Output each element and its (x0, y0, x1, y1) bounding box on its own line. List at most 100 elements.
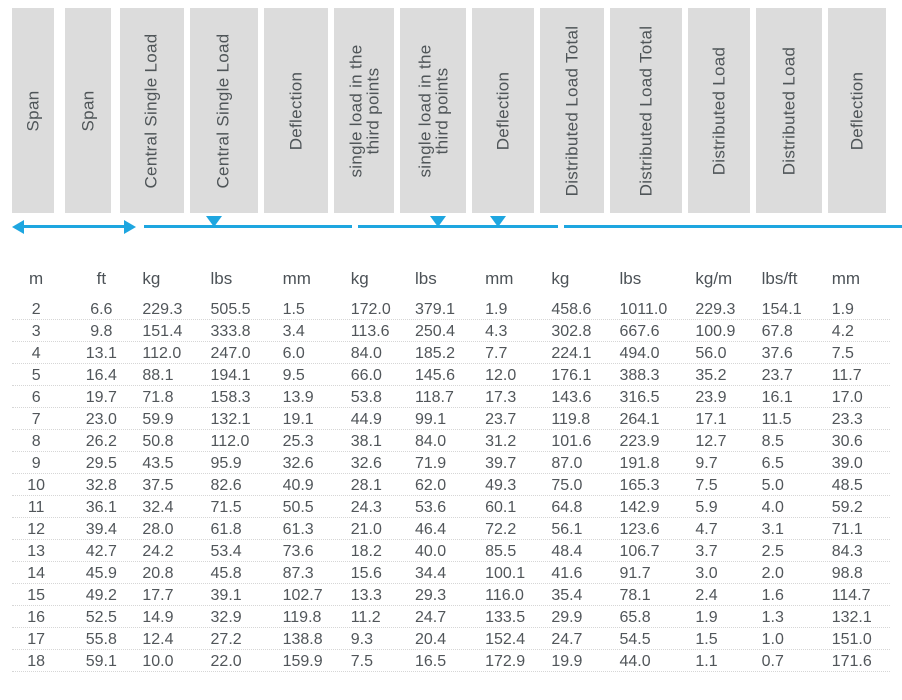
cell-span_m: 18 (10, 654, 66, 670)
cell-csl_lbs: 158.3 (209, 390, 275, 406)
column-header-label: single load in thethird points (347, 44, 381, 177)
cell-defl1_mm: 32.6 (281, 456, 343, 472)
cell-dlt_lbs: 142.9 (617, 500, 687, 516)
cell-dl_lbsft: 67.8 (760, 324, 824, 340)
cell-dlt_lbs: 54.5 (617, 632, 687, 648)
cell-csl_kg: 32.4 (140, 500, 202, 516)
cell-defl2_mm: 172.9 (483, 654, 543, 670)
cell-span_m: 17 (10, 632, 66, 648)
cell-dlt_kg: 29.9 (549, 610, 611, 626)
column-header-span_m: Span (10, 8, 57, 213)
unit-label-tpl_lbs: lbs (413, 269, 477, 289)
table-row: 26.6229.3505.51.5172.0379.11.9458.61011.… (10, 299, 892, 321)
cell-dl_lbsft: 1.3 (760, 610, 824, 626)
cell-defl3_mm: 132.1 (830, 610, 886, 626)
cell-dl_kgm: 7.5 (693, 478, 753, 494)
cell-tpl_kg: 24.3 (349, 500, 407, 516)
cell-dl_kgm: 12.7 (693, 434, 753, 450)
column-header-box: single load in thethird points (334, 8, 394, 213)
table-row: 1859.110.022.0159.97.516.5172.919.944.01… (10, 651, 892, 673)
cell-dlt_kg: 458.6 (549, 302, 611, 318)
cell-dl_kgm: 5.9 (693, 500, 753, 516)
table-row: 1652.514.932.9119.811.224.7133.529.965.8… (10, 607, 892, 629)
cell-csl_lbs: 71.5 (209, 500, 275, 516)
group-underline-icon (144, 225, 352, 228)
cell-csl_lbs: 32.9 (209, 610, 275, 626)
cell-defl3_mm: 7.5 (830, 346, 886, 362)
cell-defl2_mm: 12.0 (483, 368, 543, 384)
cell-dl_lbsft: 37.6 (760, 346, 824, 362)
cell-csl_lbs: 333.8 (209, 324, 275, 340)
column-header-box: Span (12, 8, 54, 213)
cell-csl_lbs: 61.8 (209, 522, 275, 538)
cell-span_ft: 32.8 (72, 478, 134, 494)
cell-dlt_lbs: 223.9 (617, 434, 687, 450)
cell-dl_kgm: 17.1 (693, 412, 753, 428)
column-header-box: Distributed Load Total (540, 8, 604, 213)
cell-tpl_lbs: 46.4 (413, 522, 477, 538)
cell-tpl_lbs: 71.9 (413, 456, 477, 472)
cell-defl3_mm: 84.3 (830, 544, 886, 560)
cell-tpl_kg: 13.3 (349, 588, 407, 604)
cell-tpl_kg: 7.5 (349, 654, 407, 670)
cell-dl_lbsft: 11.5 (760, 412, 824, 428)
column-header-label: Distributed Load (709, 46, 729, 175)
cell-dlt_lbs: 44.0 (617, 654, 687, 670)
cell-defl1_mm: 19.1 (281, 412, 343, 428)
cell-dlt_kg: 302.8 (549, 324, 611, 340)
table-row: 929.543.595.932.632.671.939.787.0191.89.… (10, 453, 892, 475)
cell-defl2_mm: 17.3 (483, 390, 543, 406)
cell-defl3_mm: 23.3 (830, 412, 886, 428)
column-header-csl_kg: Central Single Load (120, 8, 184, 213)
table-row: 723.059.9132.119.144.999.123.7119.8264.1… (10, 409, 892, 431)
cell-tpl_kg: 44.9 (349, 412, 407, 428)
table-row: 516.488.1194.19.566.0145.612.0176.1388.3… (10, 365, 892, 387)
column-header-span_ft: Span (63, 8, 114, 213)
unit-label-defl3_mm: mm (830, 269, 886, 289)
column-header-label: Span (78, 90, 98, 131)
cell-defl3_mm: 30.6 (830, 434, 886, 450)
cell-dlt_lbs: 106.7 (617, 544, 687, 560)
table-row: 1755.812.427.2138.89.320.4152.424.754.51… (10, 629, 892, 651)
cell-csl_kg: 24.2 (140, 544, 202, 560)
column-header-box: Distributed Load Total (610, 8, 682, 213)
cell-span_ft: 55.8 (72, 632, 134, 648)
cell-defl3_mm: 71.1 (830, 522, 886, 538)
cell-tpl_lbs: 34.4 (413, 566, 477, 582)
cell-dl_kgm: 23.9 (693, 390, 753, 406)
cell-span_ft: 13.1 (72, 346, 134, 362)
cell-defl3_mm: 39.0 (830, 456, 886, 472)
cell-dl_lbsft: 0.7 (760, 654, 824, 670)
cell-span_ft: 59.1 (72, 654, 134, 670)
cell-defl2_mm: 85.5 (483, 544, 543, 560)
cell-dl_lbsft: 2.0 (760, 566, 824, 582)
cell-defl1_mm: 1.5 (281, 302, 343, 318)
cell-span_ft: 9.8 (72, 324, 134, 340)
cell-defl1_mm: 61.3 (281, 522, 343, 538)
column-header-dl_lbsft: Distributed Load (756, 8, 822, 213)
unit-label-dlt_kg: kg (549, 269, 611, 289)
cell-csl_kg: 14.9 (140, 610, 202, 626)
cell-dlt_kg: 101.6 (549, 434, 611, 450)
cell-csl_kg: 71.8 (140, 390, 202, 406)
cell-defl2_mm: 72.2 (483, 522, 543, 538)
cell-dlt_lbs: 494.0 (617, 346, 687, 362)
cell-span_m: 15 (10, 588, 66, 604)
cell-defl3_mm: 11.7 (830, 368, 886, 384)
column-header-box: Distributed Load (756, 8, 822, 213)
cell-csl_kg: 12.4 (140, 632, 202, 648)
column-header-label: single load in thethird points (416, 44, 450, 177)
cell-tpl_lbs: 40.0 (413, 544, 477, 560)
cell-dlt_lbs: 191.8 (617, 456, 687, 472)
unit-label-defl1_mm: mm (281, 269, 343, 289)
column-header-label: Deflection (286, 71, 306, 150)
table-row: 1136.132.471.550.524.353.660.164.8142.95… (10, 497, 892, 519)
cell-span_ft: 23.0 (72, 412, 134, 428)
cell-span_m: 8 (10, 434, 66, 450)
cell-tpl_kg: 113.6 (349, 324, 407, 340)
cell-csl_lbs: 39.1 (209, 588, 275, 604)
cell-defl1_mm: 25.3 (281, 434, 343, 450)
column-header-label: Deflection (847, 71, 867, 150)
load-marker-icon (490, 216, 506, 227)
cell-defl2_mm: 1.9 (483, 302, 543, 318)
